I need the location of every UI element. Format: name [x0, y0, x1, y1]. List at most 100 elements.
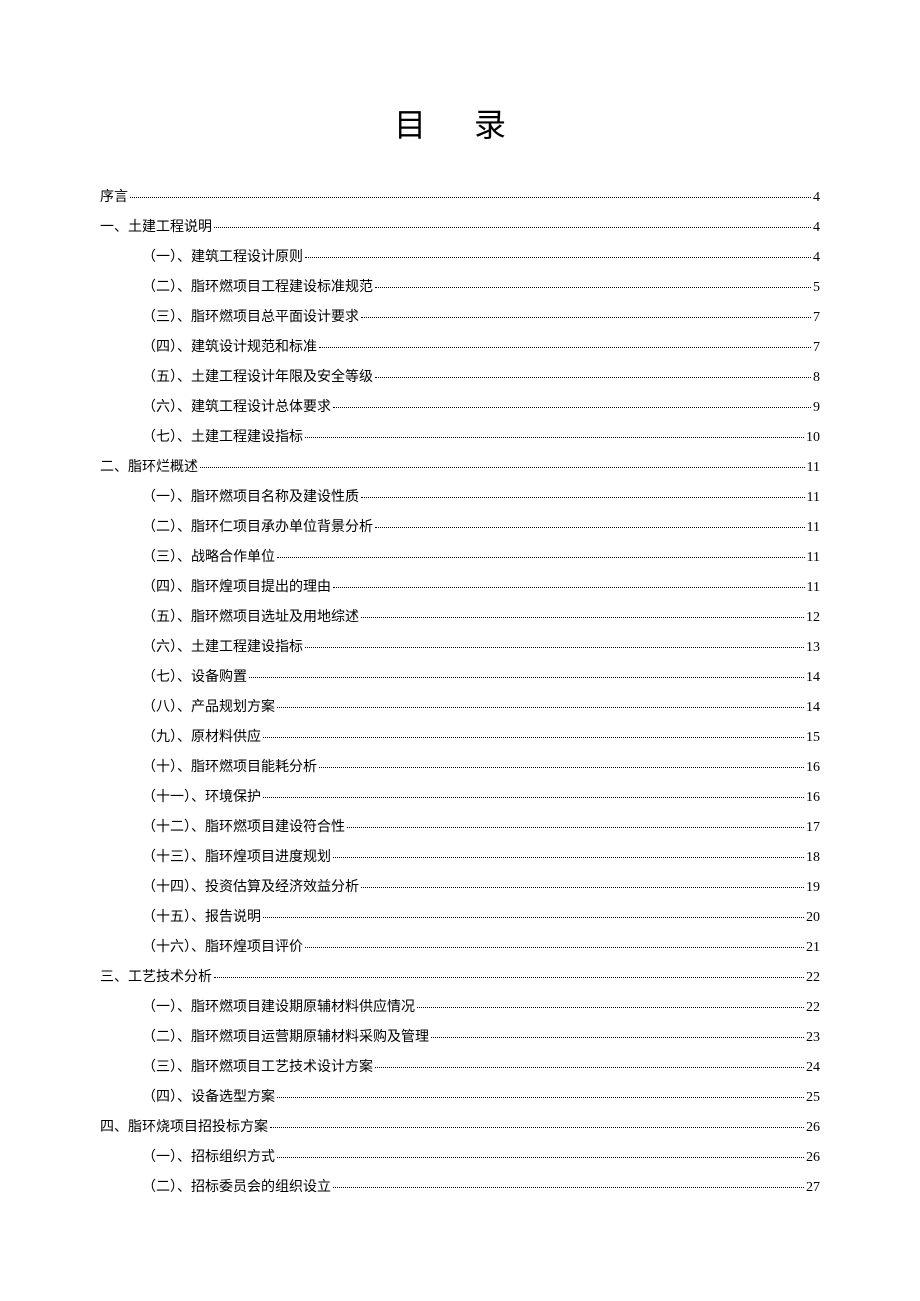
toc-entry: （七）、土建工程建设指标 10 [100, 431, 820, 445]
toc-entry-page: 12 [806, 611, 820, 625]
toc-dot-leader [305, 947, 804, 948]
toc-entry-label: （九）、原材料供应 [142, 731, 261, 745]
toc-dot-leader [319, 347, 811, 348]
toc-entry-label: （四）、建筑设计规范和标准 [142, 341, 317, 355]
toc-entry-page: 24 [806, 1061, 820, 1075]
toc-entry-label: （一）、招标组织方式 [142, 1151, 275, 1165]
toc-entry: 四、脂环烧项目招投标方案26 [100, 1121, 820, 1135]
toc-entry: （一）、脂环燃项目名称及建设性质11 [100, 491, 820, 505]
toc-entry-label: （二）、脂环燃项目工程建设标准规范 [142, 281, 373, 295]
toc-entry: 序言4 [100, 191, 820, 205]
toc-entry: （一）、脂环燃项目建设期原辅材料供应情况22 [100, 1001, 820, 1015]
toc-entry-page: 18 [806, 851, 820, 865]
toc-dot-leader [130, 197, 811, 198]
toc-entry-page: 20 [806, 911, 820, 925]
toc-dot-leader [263, 917, 804, 918]
toc-entry-label: （二）、脂环燃项目运营期原辅材料采购及管理 [142, 1031, 429, 1045]
toc-entry-page: 9 [813, 401, 820, 415]
toc-entry-label: 三、工艺技术分析 [100, 971, 212, 985]
toc-dot-leader [375, 377, 811, 378]
toc-entry-label: （六）、土建工程建设指标 [142, 641, 303, 655]
toc-entry-page: 21 [806, 941, 820, 955]
toc-entry: （六）、建筑工程设计总体要求 9 [100, 401, 820, 415]
toc-dot-leader [333, 857, 804, 858]
toc-entry-label: （十二）、脂环燃项目建设符合性 [142, 821, 345, 835]
toc-entry: （九）、原材料供应15 [100, 731, 820, 745]
toc-entry-page: 5 [813, 281, 820, 295]
toc-entry-page: 26 [806, 1121, 820, 1135]
toc-entry-page: 11 [807, 551, 820, 565]
document-title: 目 录 [100, 100, 820, 146]
toc-entry: （六）、土建工程建设指标 13 [100, 641, 820, 655]
toc-dot-leader [375, 527, 805, 528]
toc-dot-leader [333, 587, 805, 588]
toc-entry: （十六）、脂环煌项目评价 21 [100, 941, 820, 955]
toc-entry-label: （十五）、报告说明 [142, 911, 261, 925]
toc-entry: （七）、设备购置14 [100, 671, 820, 685]
table-of-contents: 序言4 一、土建工程说明 4 （一）、建筑工程设计原则4 （二）、脂环燃项目工程建设标准… [100, 191, 820, 1195]
toc-entry-label: （十）、脂环燃项目能耗分析 [142, 761, 317, 775]
toc-entry: （二）、脂环燃项目工程建设标准规范 5 [100, 281, 820, 295]
toc-entry-page: 10 [806, 431, 820, 445]
toc-entry: （三）、脂环燃项目工艺技术设计方案24 [100, 1061, 820, 1075]
toc-entry: （八）、产品规划方案14 [100, 701, 820, 715]
toc-entry-page: 13 [806, 641, 820, 655]
toc-entry-label: （三）、战略合作单位 [142, 551, 275, 565]
toc-entry-label: 一、土建工程说明 [100, 221, 212, 235]
toc-dot-leader [277, 1097, 804, 1098]
toc-entry-page: 23 [806, 1031, 820, 1045]
toc-entry-page: 22 [806, 971, 820, 985]
toc-entry: （四）、设备选型方案 25 [100, 1091, 820, 1105]
toc-entry-page: 8 [813, 371, 820, 385]
toc-dot-leader [361, 497, 805, 498]
toc-entry-page: 16 [806, 761, 820, 775]
toc-entry: （三）、脂环燃项目总平面设计要求7 [100, 311, 820, 325]
toc-entry: （四）、脂环煌项目提出的理由11 [100, 581, 820, 595]
toc-dot-leader [361, 617, 804, 618]
toc-dot-leader [200, 467, 805, 468]
toc-entry-page: 26 [806, 1151, 820, 1165]
toc-entry-label: （七）、设备购置 [142, 671, 247, 685]
toc-entry-page: 17 [806, 821, 820, 835]
toc-dot-leader [347, 827, 804, 828]
toc-entry-label: （六）、建筑工程设计总体要求 [142, 401, 331, 415]
toc-entry-label: 二、脂环烂概述 [100, 461, 198, 475]
toc-dot-leader [270, 1127, 804, 1128]
toc-entry-label: （十六）、脂环煌项目评价 [142, 941, 303, 955]
toc-entry-label: （五）、脂环燃项目选址及用地综述 [142, 611, 359, 625]
toc-entry-label: （十三）、脂环煌项目进度规划 [142, 851, 331, 865]
toc-entry-page: 11 [807, 461, 820, 475]
toc-entry: （十）、脂环燃项目能耗分析 16 [100, 761, 820, 775]
toc-entry-page: 4 [813, 221, 820, 235]
toc-dot-leader [305, 647, 804, 648]
toc-dot-leader [214, 977, 804, 978]
toc-entry-label: （一）、脂环燃项目建设期原辅材料供应情况 [142, 1001, 415, 1015]
toc-entry: （十一）、环境保护16 [100, 791, 820, 805]
toc-dot-leader [361, 317, 811, 318]
toc-dot-leader [305, 437, 804, 438]
toc-entry-label: （十四）、投资估算及经济效益分析 [142, 881, 359, 895]
toc-entry-label: （八）、产品规划方案 [142, 701, 275, 715]
toc-dot-leader [249, 677, 804, 678]
toc-entry-label: （七）、土建工程建设指标 [142, 431, 303, 445]
toc-dot-leader [333, 1187, 804, 1188]
toc-entry-page: 19 [806, 881, 820, 895]
toc-dot-leader [333, 407, 811, 408]
toc-dot-leader [375, 287, 811, 288]
toc-entry: （五）、脂环燃项目选址及用地综述 12 [100, 611, 820, 625]
toc-dot-leader [277, 1157, 804, 1158]
toc-entry-page: 11 [807, 521, 820, 535]
toc-entry-label: （四）、设备选型方案 [142, 1091, 275, 1105]
toc-dot-leader [361, 887, 804, 888]
toc-dot-leader [263, 737, 804, 738]
toc-entry-label: （四）、脂环煌项目提出的理由 [142, 581, 331, 595]
toc-entry: （二）、招标委员会的组织设立27 [100, 1181, 820, 1195]
toc-dot-leader [417, 1007, 804, 1008]
toc-entry: （一）、建筑工程设计原则4 [100, 251, 820, 265]
toc-entry-label: （二）、招标委员会的组织设立 [142, 1181, 331, 1195]
toc-dot-leader [263, 797, 804, 798]
toc-entry: （十四）、投资估算及经济效益分析 19 [100, 881, 820, 895]
toc-entry-page: 25 [806, 1091, 820, 1105]
toc-entry-label: （二）、脂环仁项目承办单位背景分析 [142, 521, 373, 535]
toc-dot-leader [319, 767, 804, 768]
